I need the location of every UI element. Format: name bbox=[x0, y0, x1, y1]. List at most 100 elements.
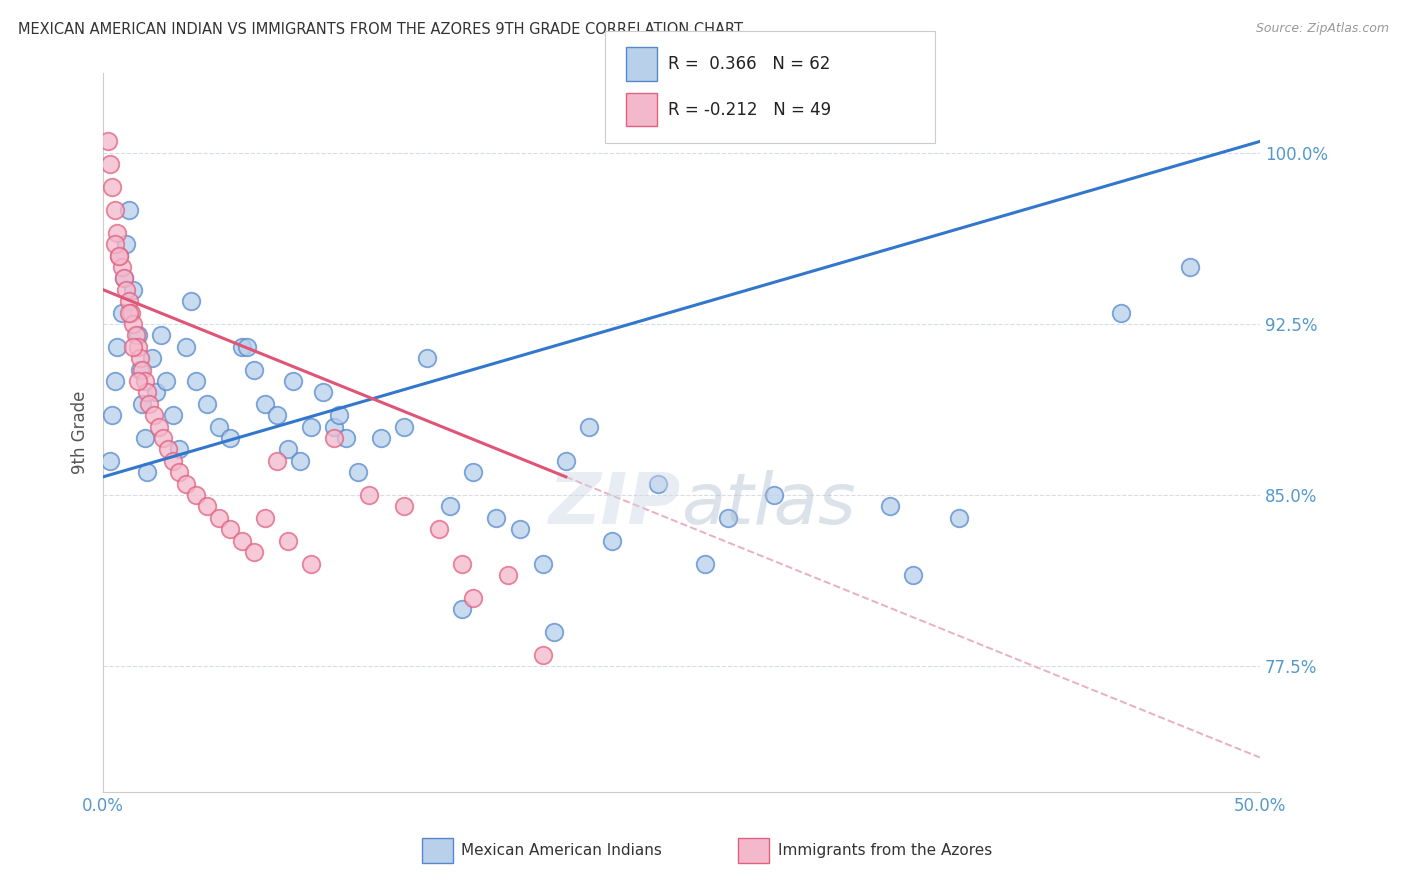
Point bbox=[169, 465, 191, 479]
Point bbox=[145, 385, 167, 400]
Point bbox=[122, 340, 145, 354]
Point bbox=[112, 271, 135, 285]
Point bbox=[127, 374, 149, 388]
Point bbox=[463, 591, 485, 605]
Point bbox=[312, 385, 335, 400]
Point bbox=[439, 500, 461, 514]
Point bbox=[122, 317, 145, 331]
Point bbox=[162, 409, 184, 423]
Point bbox=[141, 351, 163, 366]
Point bbox=[152, 431, 174, 445]
Point bbox=[647, 476, 669, 491]
Point bbox=[392, 419, 415, 434]
Point bbox=[162, 454, 184, 468]
Point bbox=[879, 500, 901, 514]
Point bbox=[370, 431, 392, 445]
Point bbox=[120, 305, 142, 319]
Point bbox=[1109, 305, 1132, 319]
Point bbox=[97, 135, 120, 149]
Point bbox=[359, 488, 381, 502]
Point bbox=[578, 419, 600, 434]
Point bbox=[219, 522, 242, 536]
Point bbox=[235, 340, 257, 354]
Point bbox=[108, 248, 131, 262]
Point bbox=[115, 237, 138, 252]
Point bbox=[693, 557, 716, 571]
Point bbox=[101, 409, 124, 423]
Text: R = -0.212   N = 49: R = -0.212 N = 49 bbox=[668, 101, 831, 119]
Point bbox=[195, 500, 218, 514]
Point bbox=[208, 419, 231, 434]
Point bbox=[509, 522, 531, 536]
Text: Source: ZipAtlas.com: Source: ZipAtlas.com bbox=[1256, 22, 1389, 36]
Point bbox=[554, 454, 576, 468]
Point bbox=[328, 409, 350, 423]
Text: ZIP: ZIP bbox=[550, 470, 682, 539]
Point bbox=[485, 511, 508, 525]
Point bbox=[169, 442, 191, 457]
Point bbox=[138, 397, 160, 411]
Point bbox=[717, 511, 740, 525]
Point bbox=[117, 305, 139, 319]
Point bbox=[117, 202, 139, 217]
Point bbox=[763, 488, 786, 502]
Point bbox=[105, 226, 128, 240]
Point bbox=[219, 431, 242, 445]
Point bbox=[543, 625, 565, 640]
Point bbox=[104, 237, 127, 252]
Point bbox=[231, 340, 253, 354]
Point bbox=[134, 374, 156, 388]
Point bbox=[427, 522, 450, 536]
Point bbox=[299, 557, 322, 571]
Point bbox=[277, 442, 299, 457]
Point bbox=[108, 248, 131, 262]
Point bbox=[277, 533, 299, 548]
Point bbox=[176, 340, 198, 354]
Point bbox=[184, 488, 207, 502]
Point bbox=[127, 328, 149, 343]
Point bbox=[496, 568, 519, 582]
Point bbox=[323, 419, 346, 434]
Point bbox=[148, 419, 170, 434]
Point bbox=[323, 431, 346, 445]
Point bbox=[129, 351, 152, 366]
Point bbox=[281, 374, 304, 388]
Point bbox=[180, 294, 202, 309]
Point bbox=[195, 397, 218, 411]
Text: R =  0.366   N = 62: R = 0.366 N = 62 bbox=[668, 55, 830, 73]
Point bbox=[242, 545, 264, 559]
Point bbox=[346, 465, 368, 479]
Point bbox=[299, 419, 322, 434]
Text: Immigrants from the Azores: Immigrants from the Azores bbox=[778, 844, 991, 858]
Point bbox=[112, 271, 135, 285]
Point bbox=[463, 465, 485, 479]
Point bbox=[124, 328, 146, 343]
Point bbox=[101, 180, 124, 194]
Point bbox=[948, 511, 970, 525]
Point bbox=[208, 511, 231, 525]
Point bbox=[136, 465, 159, 479]
Point bbox=[111, 260, 134, 274]
Point bbox=[104, 202, 127, 217]
Point bbox=[98, 157, 121, 171]
Point bbox=[266, 409, 288, 423]
Point bbox=[416, 351, 439, 366]
Point bbox=[131, 397, 153, 411]
Point bbox=[149, 328, 172, 343]
Point bbox=[117, 294, 139, 309]
Point bbox=[531, 557, 554, 571]
Point bbox=[335, 431, 357, 445]
Text: Mexican American Indians: Mexican American Indians bbox=[461, 844, 662, 858]
Point bbox=[392, 500, 415, 514]
Point bbox=[176, 476, 198, 491]
Point bbox=[131, 362, 153, 376]
Point bbox=[105, 340, 128, 354]
Point bbox=[288, 454, 311, 468]
Point bbox=[98, 454, 121, 468]
Point bbox=[600, 533, 623, 548]
Point bbox=[254, 397, 277, 411]
Point bbox=[156, 442, 179, 457]
Point bbox=[122, 283, 145, 297]
Point bbox=[155, 374, 177, 388]
Point bbox=[127, 340, 149, 354]
